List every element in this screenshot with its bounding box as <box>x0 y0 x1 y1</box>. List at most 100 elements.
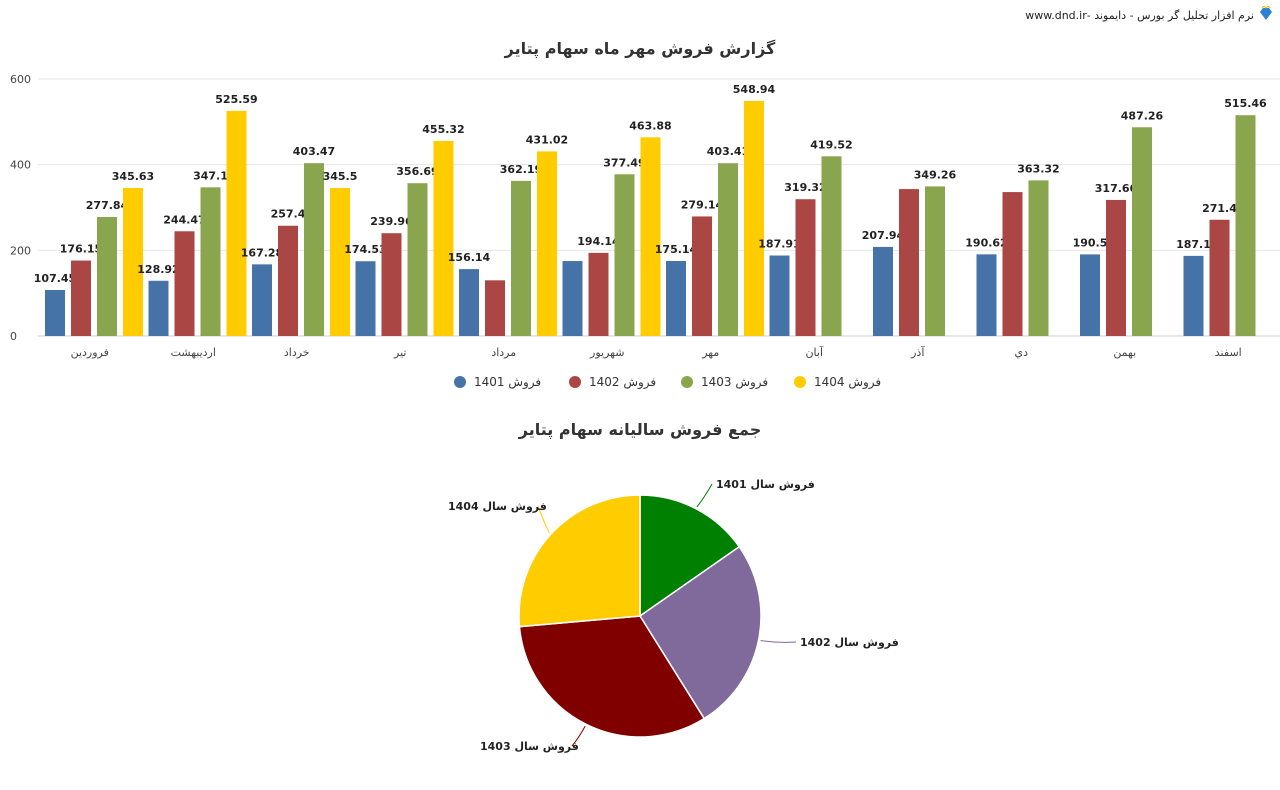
data-label: 403.47 <box>293 145 335 158</box>
bar <box>925 186 945 336</box>
legend-label: فروش 1402 <box>589 375 656 390</box>
bar <box>511 180 531 336</box>
bar <box>1028 180 1049 336</box>
data-label: 239.96 <box>370 215 413 228</box>
x-tick-label: تیر <box>393 346 406 359</box>
bar <box>123 187 143 336</box>
bar <box>1106 199 1126 336</box>
data-label: 347.1 <box>193 169 228 182</box>
bar <box>485 280 505 336</box>
pie-label: فروش سال 1403 <box>480 740 579 753</box>
bar <box>45 289 65 336</box>
diamond-icon <box>1258 5 1274 25</box>
data-label: 548.94 <box>733 83 776 96</box>
y-tick-label: 400 <box>10 159 31 172</box>
data-label: 190.62 <box>965 236 1007 249</box>
data-label: 356.69 <box>396 165 438 178</box>
bar <box>304 163 324 336</box>
data-label: 176.15 <box>60 243 102 256</box>
bar <box>1080 254 1100 336</box>
bar <box>588 252 609 336</box>
y-tick-label: 200 <box>10 244 31 257</box>
data-label: 175.14 <box>655 243 698 256</box>
legend-marker <box>569 376 581 388</box>
data-label: 377.49 <box>603 156 645 169</box>
data-label: 174.53 <box>344 243 386 256</box>
data-label: 271.4 <box>1202 202 1237 215</box>
data-label: 317.66 <box>1095 182 1138 195</box>
pie-connector <box>696 483 713 508</box>
data-label: 363.32 <box>1017 162 1059 175</box>
bar <box>640 137 661 336</box>
app-header: نرم افزار تحلیل گر بورس - دایموند -www.d… <box>1025 5 1274 25</box>
data-label: 345.63 <box>112 170 154 183</box>
pie-slice <box>518 615 706 738</box>
header-text: نرم افزار تحلیل گر بورس - دایموند -www.d… <box>1025 9 1254 22</box>
bar <box>433 140 454 336</box>
x-tick-label: مهر <box>701 346 719 359</box>
bar <box>692 216 712 336</box>
data-label: 525.59 <box>215 93 257 106</box>
bar <box>252 264 272 336</box>
bar <box>769 255 790 336</box>
x-tick-label: بهمن <box>1113 346 1136 359</box>
data-label: 128.92 <box>137 263 179 276</box>
bar <box>97 216 117 336</box>
data-label: 279.14 <box>681 198 724 211</box>
legend-marker <box>794 376 806 388</box>
bar <box>899 189 919 336</box>
bar <box>821 156 842 336</box>
data-label: 167.28 <box>241 246 283 259</box>
x-tick-label: مرداد <box>491 346 516 359</box>
legend-label: فروش 1401 <box>474 375 541 390</box>
x-tick-label: اسفند <box>1215 346 1242 359</box>
data-label: 403.41 <box>707 145 749 158</box>
bar <box>1183 255 1204 336</box>
data-label: 277.84 <box>86 199 129 212</box>
pie-slice <box>638 545 762 720</box>
data-label: 244.47 <box>163 213 205 226</box>
bar <box>278 225 298 336</box>
x-tick-label: فروردین <box>71 346 109 359</box>
data-label: 207.94 <box>862 229 905 242</box>
bar <box>873 246 893 336</box>
data-label: 349.26 <box>914 168 957 181</box>
data-label: 455.32 <box>422 123 464 136</box>
data-label: 190.5 <box>1073 236 1108 249</box>
bar <box>381 233 402 336</box>
x-tick-label: آبان <box>805 345 823 359</box>
bar <box>200 187 221 336</box>
bar <box>976 254 997 336</box>
data-label: 194.14 <box>577 235 620 248</box>
data-label: 156.14 <box>448 251 491 264</box>
bar <box>537 151 557 336</box>
pie-label: فروش سال 1401 <box>716 478 815 491</box>
data-label: 345.5 <box>323 170 358 183</box>
data-label: 257.4 <box>271 208 306 221</box>
bar <box>459 269 479 336</box>
bar <box>562 261 583 336</box>
bar <box>744 100 764 336</box>
bar <box>666 260 686 336</box>
data-label: 107.45 <box>34 272 76 285</box>
data-label: 319.32 <box>784 181 826 194</box>
pie-label: فروش سال 1404 <box>448 500 547 513</box>
data-label: 187.91 <box>758 238 800 251</box>
data-label: 362.19 <box>500 163 542 176</box>
bar <box>718 163 738 336</box>
bar <box>1002 192 1023 336</box>
pie-connector <box>571 725 586 747</box>
x-tick-label: دي <box>1014 346 1028 359</box>
bar <box>1132 127 1152 336</box>
data-label: 419.52 <box>810 138 852 151</box>
legend-label: فروش 1403 <box>701 375 768 390</box>
data-label: 463.88 <box>629 119 671 132</box>
bar <box>1235 115 1256 336</box>
bar <box>148 280 169 336</box>
bar <box>71 260 91 336</box>
x-tick-label: خرداد <box>284 346 310 359</box>
pie-connector <box>537 505 550 534</box>
x-tick-label: شهریور <box>589 346 624 359</box>
bar <box>1209 219 1230 336</box>
bar <box>795 199 816 336</box>
